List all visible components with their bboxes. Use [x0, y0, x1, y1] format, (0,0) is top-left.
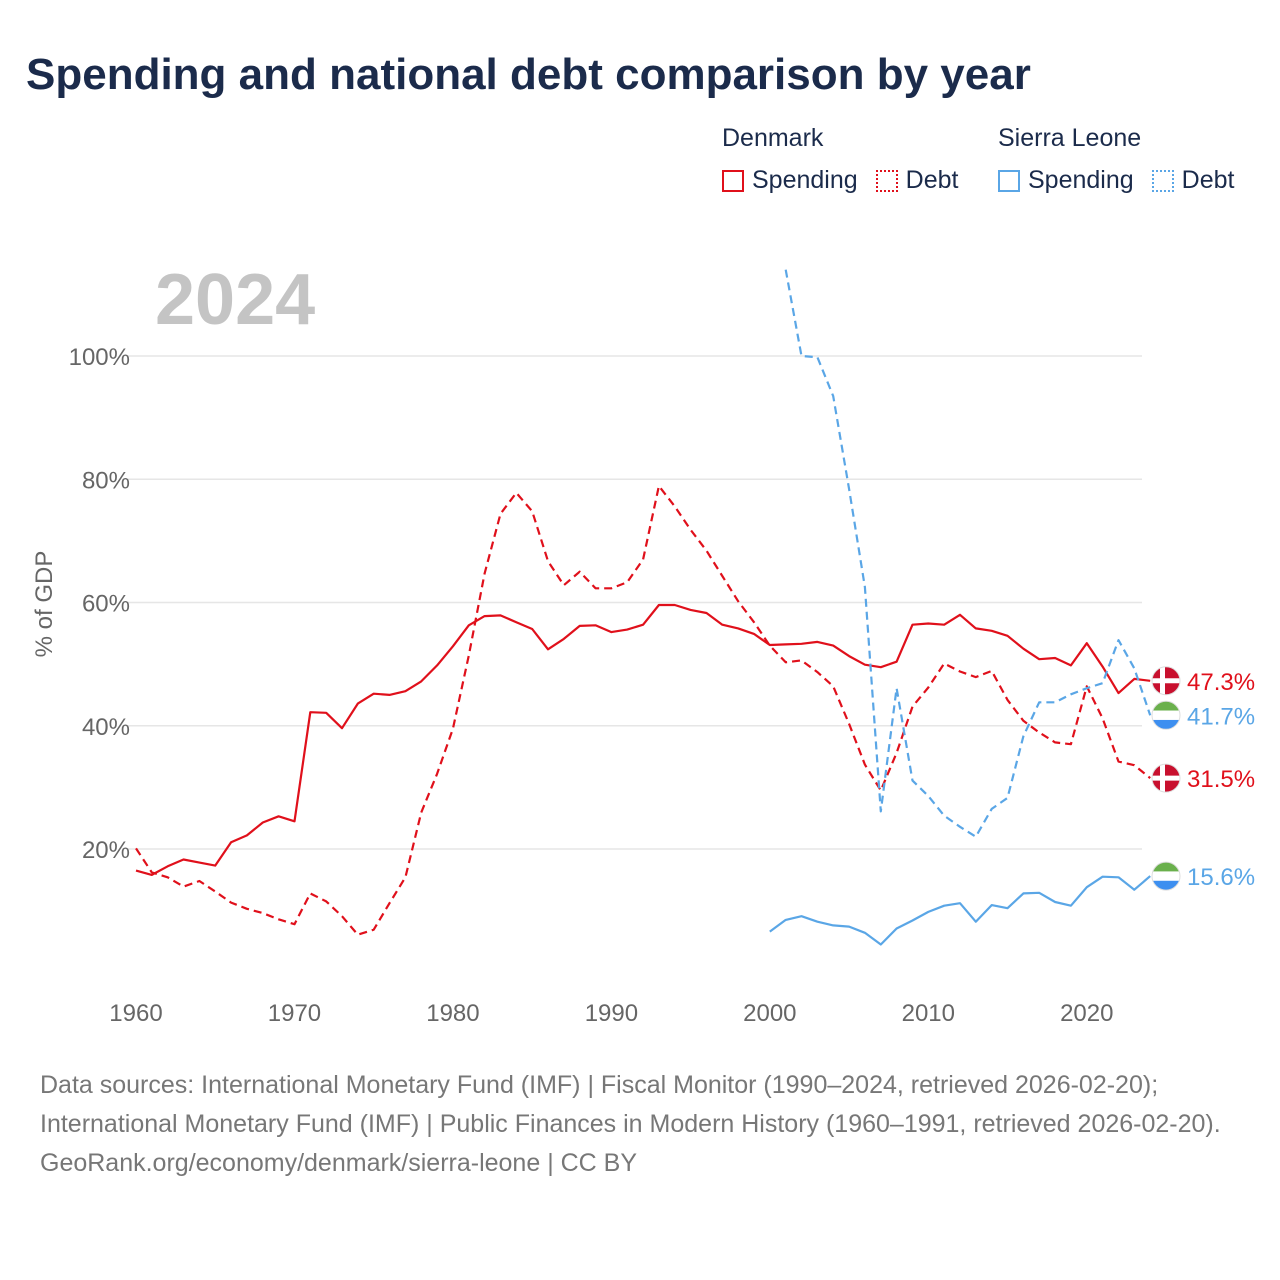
y-axis-label: % of GDP [31, 551, 58, 658]
x-tick-label: 1970 [268, 1000, 321, 1027]
legend-item-sierra-leone-debt[interactable]: Debt [1151, 166, 1235, 195]
x-tick-label: 2010 [902, 1000, 955, 1027]
legend-label: Debt [905, 166, 959, 194]
legend-label: Spending [1028, 166, 1134, 194]
legend-sierra-leone: Sierra Leone Spending Debt [998, 124, 1252, 195]
sierra-leone-flag-icon [1151, 861, 1181, 891]
y-tick-label: 60% [82, 591, 130, 618]
data-sources: Data sources: International Monetary Fun… [40, 1071, 1221, 1138]
y-tick-label: 80% [82, 467, 130, 494]
x-tick-label: 2020 [1060, 1000, 1113, 1027]
end-value-label: 31.5% [1187, 766, 1255, 793]
end-value-label: 41.7% [1187, 703, 1255, 730]
end-labels: 47.3% 31.5% 15.6% 41.7% [1151, 666, 1255, 891]
swatch-solid-red [722, 169, 744, 192]
series-line-denmark-spending[interactable] [135, 603, 1151, 877]
credit-line[interactable]: GeoRank.org/economy/denmark/sierra-leone… [40, 1149, 638, 1177]
year-watermark: 2024 [155, 260, 315, 340]
y-axis-ticks: 20% 40% 60% 80% 100% [69, 344, 130, 864]
legend-item-denmark-spending[interactable]: Spending [722, 166, 858, 195]
x-tick-label: 2000 [743, 1000, 796, 1027]
denmark-flag-icon [1151, 763, 1181, 793]
y-tick-label: 20% [82, 837, 130, 864]
x-tick-label: 1980 [426, 1000, 479, 1027]
x-axis-ticks: 1960 1970 1980 1990 2000 2010 2020 [109, 1000, 1113, 1027]
legend-item-denmark-debt[interactable]: Debt [875, 166, 959, 195]
y-tick-label: 100% [69, 344, 130, 371]
denmark-flag-icon [1151, 666, 1181, 696]
swatch-dotted-red [875, 169, 898, 192]
legend-denmark: Denmark Spending Debt [722, 124, 976, 195]
series-lines [135, 269, 1152, 946]
x-tick-label: 1990 [585, 1000, 638, 1027]
end-value-label: 15.6% [1187, 864, 1255, 891]
sierra-leone-flag-icon [1151, 700, 1181, 730]
legend-label: Spending [752, 166, 858, 194]
legend-item-sierra-leone-spending[interactable]: Spending [998, 166, 1134, 195]
footer: Data sources: International Monetary Fun… [40, 1066, 1240, 1183]
legend-title-denmark: Denmark [722, 124, 824, 152]
line-chart: 2024 % of GDP 20%40%60%80%100% 1960 1970 1… [31, 260, 1255, 1027]
series-line-denmark-debt[interactable] [135, 484, 1151, 936]
x-tick-label: 1960 [109, 1000, 162, 1027]
series-line-sierra-leone-debt[interactable] [784, 269, 1152, 838]
end-value-label: 47.3% [1187, 669, 1255, 696]
swatch-dotted-blue [1151, 169, 1174, 192]
gridlines [128, 355, 1142, 850]
legend-label: Debt [1181, 166, 1235, 194]
legend-title-sierra-leone: Sierra Leone [998, 124, 1142, 152]
swatch-solid-blue [998, 169, 1020, 192]
y-tick-label: 40% [82, 714, 130, 741]
chart-title: Spending and national debt comparison by… [26, 50, 1031, 99]
series-line-sierra-leone-spending[interactable] [769, 875, 1151, 946]
